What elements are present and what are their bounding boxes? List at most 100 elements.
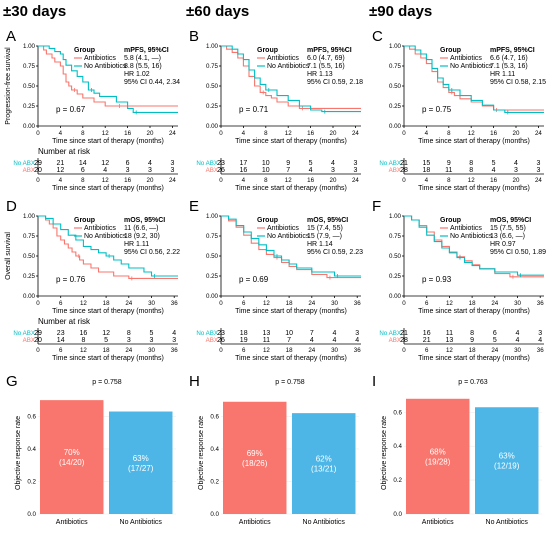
y-tick-label: 0.4 — [393, 443, 402, 450]
km-curve-no-antibiotics — [404, 45, 544, 113]
risk-x-tick-label: 12 — [102, 177, 109, 184]
km-curve-antibiotics — [221, 215, 361, 279]
p-value: p = 0.69 — [239, 275, 269, 284]
risk-x-axis-label: Time since start of therapy (months) — [52, 185, 164, 192]
risk-row-label: No ABX — [196, 160, 218, 167]
p-value: p = 0.71 — [239, 105, 269, 114]
risk-x-axis-label: Time since start of therapy (months) — [235, 355, 347, 362]
bar-value-label: 62% — [316, 455, 332, 464]
x-axis-label: Time since start of therapy (months) — [235, 308, 347, 315]
legend-extra: HR 1.11 — [490, 71, 515, 78]
legend-stat: 15 (7.4, 55) — [307, 225, 343, 232]
y-tick-label: 0.75 — [206, 233, 219, 240]
x-axis-label: Time since start of therapy (months) — [52, 138, 164, 145]
y-tick-label: 0.25 — [206, 273, 219, 280]
risk-count: 18 — [240, 330, 248, 337]
x-tick-label: Antibiotics — [239, 519, 271, 526]
y-tick-label: 0.4 — [27, 446, 36, 453]
y-tick-label: 0.00 — [389, 293, 402, 300]
risk-count: 14 — [79, 160, 87, 167]
x-tick-label: 24 — [352, 130, 359, 137]
risk-x-tick-label: 24 — [352, 177, 359, 184]
p-value: p = 0.763 — [458, 379, 487, 386]
risk-x-tick-label: 20 — [147, 177, 154, 184]
risk-title: Number at risk — [38, 147, 91, 156]
risk-count: 3 — [170, 160, 174, 167]
risk-count: 3 — [148, 167, 152, 174]
risk-count: 4 — [333, 330, 337, 337]
risk-count: 10 — [262, 167, 270, 174]
risk-count: 5 — [492, 160, 496, 167]
risk-count: 10 — [285, 330, 293, 337]
y-tick-label: 0.25 — [23, 273, 36, 280]
x-tick-label: No Antibiotics — [486, 519, 529, 526]
x-tick-label: 0 — [36, 130, 40, 137]
risk-row-label: ABX — [206, 167, 218, 174]
legend-stat-title: mPFS, 95%CI — [307, 47, 352, 54]
bar-antibiotics — [40, 400, 104, 514]
p-value: p = 0.758 — [92, 379, 121, 386]
risk-count: 4 — [516, 330, 520, 337]
risk-x-tick-label: 16 — [124, 177, 131, 184]
risk-count: 16 — [80, 330, 88, 337]
y-tick-label: 0.50 — [389, 253, 402, 260]
legend-group-title: Group — [257, 217, 278, 224]
risk-count: 4 — [331, 160, 335, 167]
km-curve-no-antibiotics — [38, 215, 178, 277]
legend-group-title: Group — [257, 47, 278, 54]
risk-count: 8 — [469, 160, 473, 167]
y-tick-label: 0.2 — [27, 478, 36, 485]
p-value: p = 0.67 — [56, 105, 86, 114]
risk-x-tick-label: 24 — [491, 347, 498, 354]
risk-x-tick-label: 12 — [263, 347, 270, 354]
legend-extra: HR 1.02 — [124, 71, 150, 78]
x-tick-label: 30 — [148, 300, 155, 307]
risk-x-tick-label: 0 — [219, 177, 223, 184]
panel-label: E — [189, 198, 199, 215]
risk-count: 4 — [333, 337, 337, 344]
risk-x-tick-label: 16 — [490, 177, 497, 184]
legend-extra: HR 1.14 — [307, 241, 333, 248]
risk-x-tick-label: 6 — [425, 347, 429, 354]
legend-name: No Antibiotics — [450, 63, 493, 70]
x-tick-label: 0 — [219, 130, 223, 137]
x-tick-label: 18 — [103, 300, 110, 307]
panel-label: B — [189, 28, 199, 45]
risk-count: 8 — [127, 330, 131, 337]
risk-x-axis-label: Time since start of therapy (months) — [52, 355, 164, 362]
y-tick-label: 0.0 — [27, 511, 36, 518]
risk-x-tick-label: 0 — [36, 347, 40, 354]
risk-row-label: No ABX — [379, 330, 401, 337]
y-tick-label: 0.75 — [23, 63, 36, 70]
legend-stat: 15 (7.5, 55) — [490, 225, 526, 232]
risk-count: 16 — [240, 167, 248, 174]
legend-stat: 7.1 (5.3, 16) — [490, 63, 528, 70]
risk-count: 8 — [469, 167, 473, 174]
column-title-60: ±60 days — [186, 3, 249, 20]
risk-x-tick-label: 36 — [354, 347, 361, 354]
legend-group-title: Group — [440, 217, 461, 224]
x-tick-label: No Antibiotics — [303, 519, 346, 526]
legend-group-title: Group — [440, 47, 461, 54]
x-tick-label: 30 — [331, 300, 338, 307]
y-tick-label: 0.0 — [393, 511, 402, 518]
legend-name: Antibiotics — [84, 55, 116, 62]
legend-group-title: Group — [74, 217, 95, 224]
x-tick-label: 12 — [80, 300, 87, 307]
risk-x-tick-label: 24 — [535, 177, 542, 184]
risk-count: 13 — [446, 337, 454, 344]
risk-count: 5 — [150, 330, 154, 337]
bar-value-label: 63% — [133, 454, 149, 463]
risk-count: 18 — [423, 167, 431, 174]
risk-x-tick-label: 16 — [307, 177, 314, 184]
risk-x-tick-label: 12 — [285, 177, 292, 184]
risk-x-tick-label: 4 — [59, 177, 63, 184]
risk-count: 21 — [57, 160, 65, 167]
y-tick-label: 0.25 — [389, 103, 402, 110]
risk-count: 4 — [516, 337, 520, 344]
risk-count: 3 — [353, 160, 357, 167]
